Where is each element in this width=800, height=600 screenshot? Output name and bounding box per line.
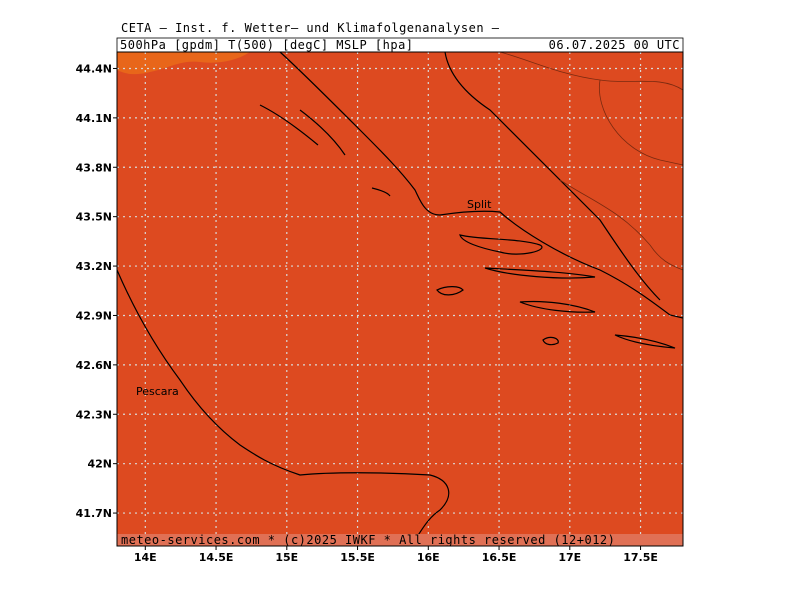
place-label: Split — [467, 198, 492, 211]
island — [614, 334, 676, 349]
lat-tick-label: 43.5N — [76, 211, 112, 224]
lon-tick-label: 15.5E — [340, 551, 375, 564]
lon-tick-label: 14.5E — [199, 551, 234, 564]
lon-tick-label: 15E — [275, 551, 298, 564]
coastlines — [116, 51, 684, 547]
place-label: Pescara — [136, 385, 179, 398]
island — [459, 234, 543, 255]
island — [259, 104, 391, 197]
lat-tick-label: 44.4N — [76, 62, 112, 75]
footer: meteo-services.com * (c)2025 IWKF * All … — [121, 533, 615, 547]
island — [542, 336, 559, 346]
lat-tick-label: 43.2N — [76, 260, 112, 273]
lon-tick-label: 14E — [134, 551, 157, 564]
lon-tick-label: 16E — [417, 551, 440, 564]
coastline — [116, 269, 450, 547]
footer-bar — [117, 534, 683, 546]
lat-tick-label: 42.3N — [76, 408, 112, 421]
border — [499, 51, 684, 271]
grid — [117, 52, 683, 546]
header-fields: 500hPa [gpdm] T(500) [degC] MSLP [hpa] — [120, 38, 414, 52]
borders — [499, 51, 684, 271]
header-title: CETA — Inst. f. Wetter— und Klimafolgena… — [121, 21, 500, 35]
island — [436, 286, 464, 296]
island — [519, 300, 596, 313]
tick-labels: 44.4N 44.1N 43.8N 43.5N 43.2N 42.9N 42.6N 42.3N… — [76, 62, 658, 564]
lon-tick-label: 17.5E — [623, 551, 658, 564]
warm-patch — [117, 52, 250, 75]
lat-tick-label: 42.6N — [76, 359, 112, 372]
lat-tick-label: 44.1N — [76, 112, 112, 125]
map-frame — [116, 51, 684, 547]
coastline — [279, 51, 684, 319]
lat-tick-label: 43.8N — [76, 161, 112, 174]
lat-tick-label: 41.7N — [76, 507, 112, 520]
island — [484, 267, 596, 279]
lon-tick-label: 17E — [558, 551, 581, 564]
lon-tick-label: 16.5E — [482, 551, 517, 564]
coastline — [444, 51, 661, 301]
lat-tick-label: 42.9N — [76, 309, 112, 322]
header-date: 06.07.2025 00 UTC — [549, 38, 680, 52]
temperature-field — [117, 52, 683, 546]
lat-tick-label: 42N — [87, 458, 112, 471]
